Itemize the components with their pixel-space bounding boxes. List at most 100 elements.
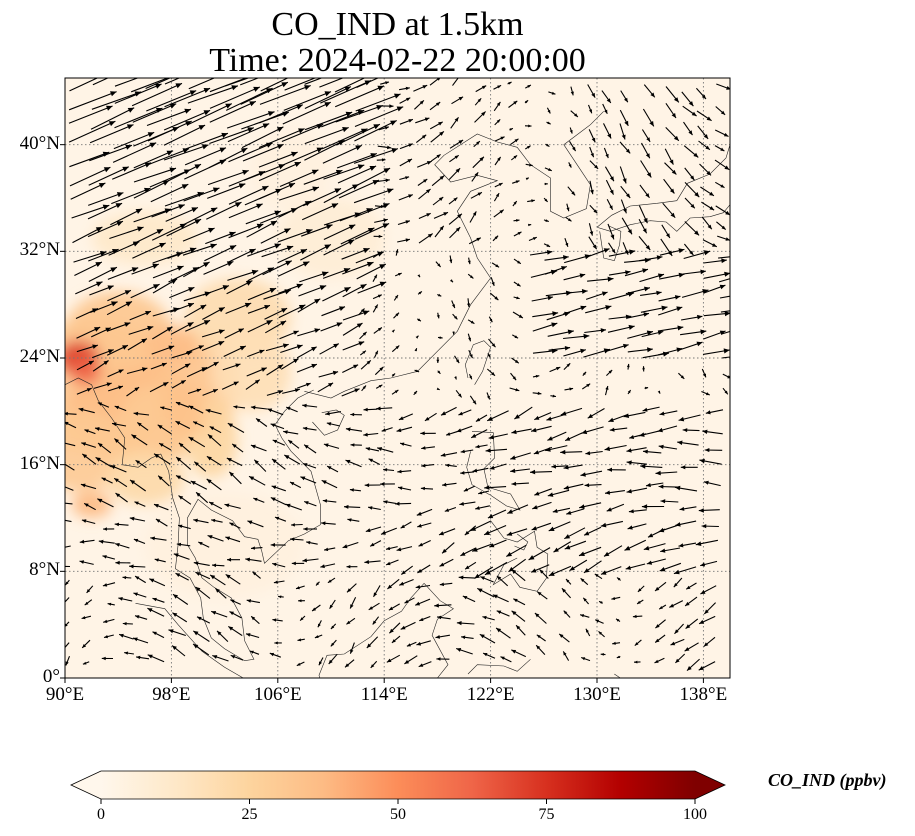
wind-arrow <box>245 210 282 225</box>
wind-arrow <box>131 78 170 93</box>
wind-arrow <box>454 355 460 364</box>
wind-arrow <box>416 160 432 168</box>
wind-arrow <box>110 208 143 226</box>
wind-arrow <box>616 577 621 581</box>
wind-arrow <box>513 219 520 222</box>
wind-arrow <box>327 577 336 584</box>
wind-arrow <box>391 345 400 353</box>
wind-arrow <box>259 104 304 124</box>
wind-arrow <box>474 111 486 123</box>
wind-arrow <box>209 127 254 145</box>
wind-arrow <box>683 121 693 136</box>
wind-arrow <box>273 580 285 584</box>
wind-arrow <box>334 85 385 108</box>
wind-arrow <box>84 599 93 606</box>
wind-arrow <box>587 248 610 258</box>
wind-arrow <box>315 581 320 586</box>
wind-arrow <box>278 304 306 319</box>
wind-arrow <box>372 274 378 282</box>
wind-arrow <box>600 520 624 528</box>
wind-arrow <box>247 304 271 314</box>
wind-arrow <box>493 101 501 112</box>
wind-arrow <box>697 125 709 140</box>
wind-arrow <box>628 509 647 514</box>
wind-arrow <box>534 612 547 624</box>
wind-arrow <box>342 322 363 336</box>
wind-arrow <box>493 192 500 202</box>
wind-arrow <box>321 128 368 150</box>
wind-arrow <box>698 140 711 151</box>
wind-arrow <box>201 361 219 372</box>
wind-arrow <box>394 272 402 277</box>
wind-arrow <box>507 81 512 85</box>
wind-arrow <box>228 185 269 205</box>
wind-arrow <box>489 539 507 548</box>
wind-arrow <box>472 467 489 473</box>
wind-arrow <box>585 291 608 300</box>
wind-arrow <box>183 187 220 202</box>
wind-arrow <box>445 431 458 436</box>
wind-arrow <box>625 563 646 570</box>
wind-arrow <box>323 224 356 240</box>
wind-arrow <box>65 442 76 447</box>
wind-arrow <box>247 319 273 333</box>
wind-arrow <box>350 443 362 447</box>
wind-arrow <box>471 171 479 182</box>
coastline <box>304 111 604 399</box>
wind-arrow <box>581 383 591 390</box>
wind-arrow <box>415 134 427 144</box>
wind-arrow <box>532 391 542 395</box>
wind-arrow <box>659 248 685 256</box>
wind-arrow <box>250 546 263 550</box>
wind-arrow <box>342 310 370 321</box>
wind-arrow <box>544 182 548 186</box>
wind-arrow <box>301 202 339 221</box>
wind-arrow <box>216 630 229 642</box>
wind-arrow <box>621 217 633 235</box>
wind-arrow <box>342 283 367 298</box>
wind-arrow <box>170 321 194 335</box>
wind-arrow <box>415 335 419 339</box>
wind-arrow <box>271 485 286 492</box>
wind-arrow <box>494 119 501 126</box>
wind-arrow <box>449 226 461 239</box>
wind-arrow <box>509 387 520 392</box>
wind-arrow <box>353 167 391 188</box>
wind-arrow <box>714 129 729 137</box>
wind-arrow <box>365 447 380 452</box>
wind-arrow <box>65 579 70 586</box>
lon-tick-label: 106°E <box>253 684 302 705</box>
wind-arrow <box>233 405 246 409</box>
wind-arrow <box>602 103 608 115</box>
wind-arrow <box>564 238 569 247</box>
wind-arrow <box>434 603 452 608</box>
wind-arrow <box>359 331 367 340</box>
wind-arrow <box>492 594 509 603</box>
wind-arrow <box>201 340 225 352</box>
wind-arrow <box>456 621 475 626</box>
wind-arrow <box>182 207 218 226</box>
wind-arrow <box>600 566 622 575</box>
wind-arrow <box>342 261 374 275</box>
wind-arrow <box>485 448 508 453</box>
wind-arrow <box>224 503 241 509</box>
wind-arrow <box>171 363 191 375</box>
wind-arrow <box>500 656 512 663</box>
wind-arrow <box>563 273 586 281</box>
wind-arrow <box>440 452 458 457</box>
wind-arrow <box>655 470 678 476</box>
wind-arrow <box>536 634 546 642</box>
wind-arrow <box>101 477 113 484</box>
wind-arrow <box>698 661 716 671</box>
wind-arrow <box>372 251 383 258</box>
wind-arrow <box>287 439 300 449</box>
wind-arrow <box>259 84 311 105</box>
wind-arrow <box>598 630 605 638</box>
wind-arrow <box>699 163 712 176</box>
wind-arrow <box>270 543 286 547</box>
wind-arrow <box>73 251 107 263</box>
wind-arrow <box>133 167 177 183</box>
wind-arrow <box>636 599 644 605</box>
lat-tick-label: 24°N <box>19 346 60 367</box>
wind-arrow <box>700 186 715 197</box>
